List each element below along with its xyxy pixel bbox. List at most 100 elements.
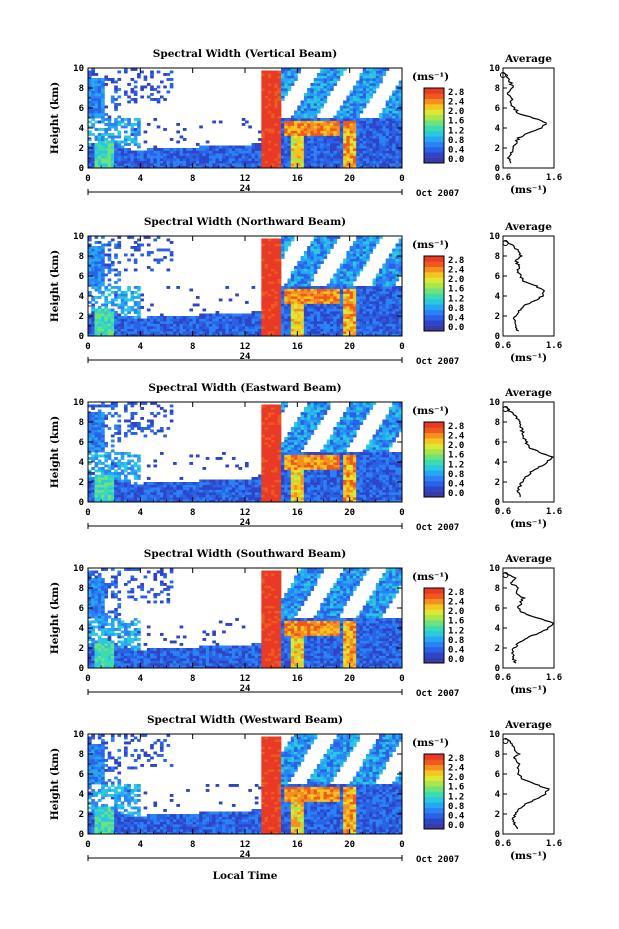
heatmap-cell — [110, 326, 115, 329]
heatmap-cell — [94, 120, 99, 124]
heatmap-cell — [114, 85, 118, 89]
heatmap-cell — [330, 286, 334, 289]
heatmap-cell — [372, 301, 377, 304]
heatmap-cell — [280, 333, 285, 337]
heatmap-cell — [110, 474, 115, 478]
heatmap-cell — [346, 118, 351, 121]
heatmap-cell — [375, 125, 380, 129]
heatmap-cell — [218, 328, 223, 332]
heatmap-cell — [267, 78, 272, 81]
heatmap-cell — [375, 326, 380, 329]
heatmap-cell — [323, 125, 328, 129]
heatmap-cell — [346, 148, 351, 151]
heatmap-cell — [192, 318, 197, 322]
heatmap-cell — [290, 158, 295, 161]
y-axis-label: Height (km) — [49, 82, 61, 154]
heatmap-cell — [173, 331, 177, 334]
heatmap-cell — [101, 477, 105, 480]
heatmap-cell — [222, 160, 226, 164]
heatmap-cell — [120, 457, 125, 460]
heatmap-cell — [274, 88, 279, 91]
heatmap-cell — [395, 98, 400, 101]
heatmap-cell — [218, 333, 223, 337]
heatmap-cell — [388, 303, 393, 307]
heatmap-cell — [110, 133, 115, 136]
heatmap-cell — [189, 333, 194, 337]
heatmap-cell — [366, 333, 370, 337]
heatmap-cell — [290, 130, 295, 134]
heatmap-cell — [271, 246, 275, 249]
heatmap-cell — [362, 328, 367, 332]
heatmap-cell — [303, 128, 308, 131]
heatmap-cell — [336, 316, 341, 319]
heatmap-cell — [323, 100, 328, 104]
heatmap-cell — [333, 241, 337, 244]
heatmap-cell — [372, 303, 377, 307]
heatmap-cell — [326, 296, 331, 299]
heatmap-cell — [94, 266, 99, 269]
heatmap-cell — [326, 128, 331, 131]
heatmap-cell — [110, 140, 115, 144]
heatmap-cell — [91, 417, 95, 420]
heatmap-cell — [366, 123, 370, 126]
heatmap-cell — [280, 98, 285, 101]
heatmap-cell — [395, 258, 400, 262]
heatmap-cell — [123, 296, 128, 299]
heatmap-cell — [303, 283, 308, 287]
heatmap-cell — [307, 306, 311, 309]
heatmap-cell — [359, 143, 364, 146]
heatmap-cell — [339, 291, 344, 294]
heatmap-cell — [137, 469, 141, 473]
heatmap-cell — [359, 268, 364, 272]
heatmap-cell — [91, 281, 95, 284]
heatmap-cell — [320, 70, 324, 74]
heatmap-cell — [235, 163, 239, 166]
heatmap-cell — [388, 103, 393, 106]
heatmap-cell — [114, 427, 118, 430]
heatmap-cell — [88, 434, 92, 438]
heatmap-cell — [395, 143, 400, 146]
heatmap-cell — [392, 313, 396, 317]
heatmap-cell — [274, 90, 279, 94]
heatmap-cell — [231, 333, 236, 337]
heatmap-cell — [274, 100, 279, 104]
heatmap-cell — [343, 326, 347, 329]
heatmap-cell — [202, 148, 207, 151]
heatmap-cell — [398, 238, 403, 242]
heatmap-cell — [385, 100, 390, 104]
heatmap-cell — [385, 128, 390, 131]
heatmap-cell — [372, 158, 377, 161]
heatmap-cell — [280, 158, 285, 161]
heatmap-cell — [346, 120, 351, 124]
heatmap-cell — [362, 316, 367, 319]
heatmap-cell — [209, 150, 213, 154]
heatmap-cell — [336, 328, 341, 332]
heatmap-cell — [392, 125, 396, 129]
heatmap-cell — [192, 303, 197, 307]
heatmap-cell — [379, 158, 383, 161]
heatmap-cell — [382, 143, 387, 146]
heatmap-cell — [287, 125, 292, 129]
heatmap-cell — [330, 143, 334, 146]
heatmap-cell — [205, 158, 210, 161]
heatmap-cell — [146, 160, 151, 164]
heatmap-cell — [300, 263, 305, 267]
heatmap-cell — [150, 73, 154, 76]
heatmap-cell — [297, 288, 301, 292]
heatmap-cell — [271, 316, 275, 319]
heatmap-cell — [284, 331, 288, 334]
heatmap-cell — [274, 278, 279, 282]
heatmap-cell — [205, 153, 210, 156]
heatmap-cell — [133, 286, 138, 289]
heatmap-cell — [379, 326, 383, 329]
heatmap-cell — [362, 73, 367, 76]
heatmap-cell — [313, 165, 318, 169]
heatmap-cell — [316, 291, 321, 294]
heatmap-cell — [303, 133, 308, 136]
heatmap-cell — [356, 261, 360, 264]
heatmap-cell — [290, 115, 295, 119]
heatmap-cell — [297, 160, 301, 164]
heatmap-cell — [215, 311, 220, 314]
heatmap-cell — [271, 251, 275, 254]
heatmap-cell — [97, 261, 102, 264]
